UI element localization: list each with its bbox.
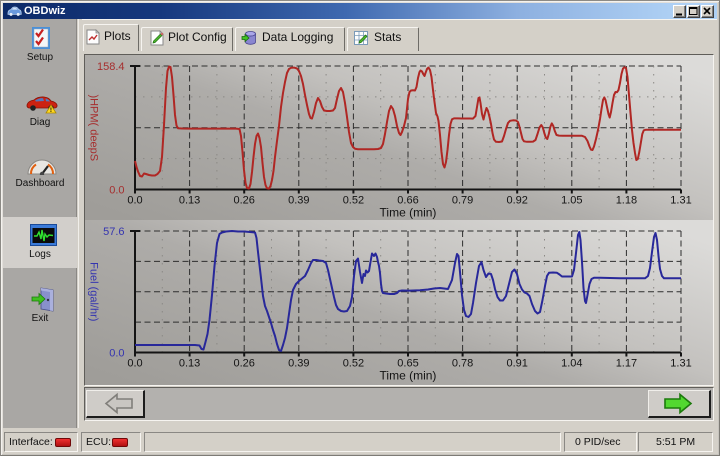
svg-text:0.39: 0.39 — [288, 195, 309, 207]
svg-text:0.78: 0.78 — [452, 358, 473, 370]
svg-text:0.66: 0.66 — [397, 195, 418, 207]
svg-text:1.17: 1.17 — [616, 358, 637, 370]
svg-text:0.79: 0.79 — [452, 195, 473, 207]
svg-text:0.0: 0.0 — [109, 185, 124, 197]
svg-text:1.31: 1.31 — [670, 358, 691, 370]
svg-text:158.4: 158.4 — [97, 61, 125, 73]
svg-text:Fuel (gal/hr): Fuel (gal/hr) — [88, 262, 100, 321]
svg-text:0.26: 0.26 — [233, 195, 254, 207]
svg-text:0.52: 0.52 — [343, 358, 364, 370]
svg-text:57.6: 57.6 — [103, 226, 124, 238]
svg-text:0.92: 0.92 — [506, 195, 527, 207]
svg-text:1.31: 1.31 — [670, 195, 691, 207]
svg-text:Time (min): Time (min) — [380, 369, 437, 383]
svg-text:1.04: 1.04 — [561, 358, 582, 370]
svg-text:0.91: 0.91 — [506, 358, 527, 370]
svg-text:0.0: 0.0 — [127, 195, 142, 207]
svg-text:0.65: 0.65 — [397, 358, 418, 370]
svg-text:)HPM( deepS: )HPM( deepS — [88, 94, 100, 161]
svg-text:!: ! — [50, 107, 52, 114]
svg-text:0.39: 0.39 — [288, 358, 309, 370]
svg-text:0.0: 0.0 — [127, 358, 142, 370]
svg-text:0.52: 0.52 — [343, 195, 364, 207]
svg-text:0.13: 0.13 — [179, 195, 200, 207]
svg-text:0.13: 0.13 — [179, 358, 200, 370]
svg-text:0.26: 0.26 — [233, 358, 254, 370]
svg-text:1.18: 1.18 — [616, 195, 637, 207]
svg-text:Time (min): Time (min) — [380, 206, 437, 220]
svg-text:0.0: 0.0 — [109, 348, 124, 360]
svg-text:1.05: 1.05 — [561, 195, 582, 207]
